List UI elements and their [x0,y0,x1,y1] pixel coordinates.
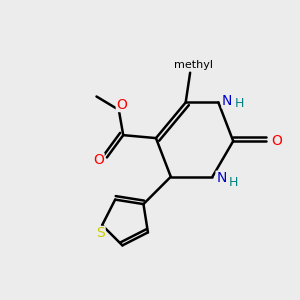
Text: methyl: methyl [174,60,213,70]
Text: N: N [216,171,226,185]
Text: H: H [235,98,244,110]
Text: O: O [93,153,104,167]
Text: S: S [96,226,105,241]
Text: H: H [229,176,239,189]
Text: O: O [116,98,127,112]
Text: O: O [271,134,282,148]
Text: N: N [222,94,232,108]
